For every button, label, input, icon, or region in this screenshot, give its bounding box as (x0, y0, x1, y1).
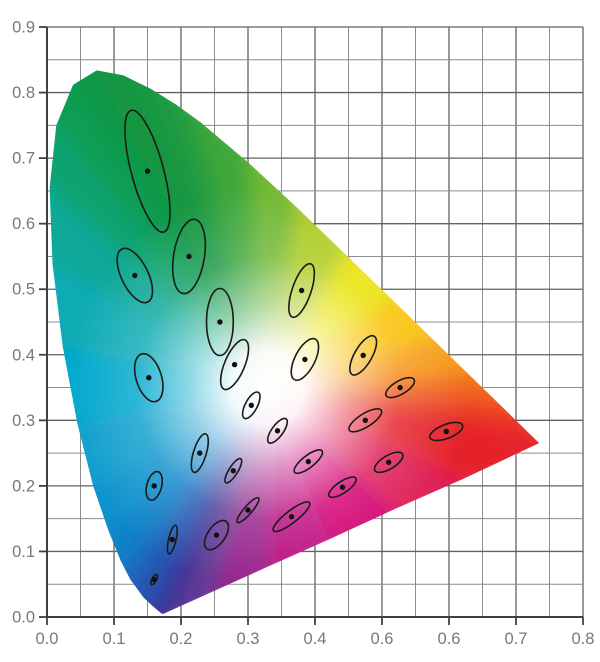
ellipse-outline (236, 496, 260, 524)
ellipse-outline (171, 218, 207, 295)
y-tick-label: 0.3 (12, 412, 35, 430)
ellipse-center-dot (151, 483, 157, 489)
macadam-ellipse (348, 408, 383, 433)
ellipse-outline (272, 501, 311, 533)
ellipse-outline (190, 432, 210, 474)
ellipse-outline (384, 376, 416, 399)
ellipse-center-dot (288, 514, 295, 520)
macadam-ellipse (203, 519, 230, 551)
axes: 0.0 0.1 0.2 0.3 0.4 0.5 0.6 0.7 0.8 0.9 0.0 0.1 0.2 0… (12, 19, 594, 649)
ellipse-outline (116, 247, 154, 304)
ellipse-center-dot (360, 352, 366, 359)
macadam-ellipse (349, 334, 378, 376)
ellipse-center-dot (248, 402, 255, 408)
ellipse-center-dot (231, 361, 238, 368)
ellipse-center-dot (144, 168, 151, 174)
macadam-ellipse (150, 573, 159, 586)
ellipse-outline (293, 449, 324, 475)
ellipse-center-dot (132, 272, 138, 279)
ellipse-outline (241, 391, 261, 420)
ellipse-outline (203, 519, 230, 551)
y-tick-label: 0.6 (12, 215, 35, 233)
ellipse-outline (349, 334, 378, 376)
ellipse-center-dot (274, 428, 281, 434)
y-tick-label: 0.2 (12, 477, 35, 495)
ellipse-center-dot (305, 458, 311, 465)
macadam-ellipse (166, 524, 178, 555)
x-tick-label: 0.3 (237, 630, 260, 648)
ellipse-center-dot (362, 417, 368, 423)
y-tick-label: 0.7 (12, 150, 35, 168)
ellipse-outline (348, 408, 383, 433)
ellipse-outline (288, 262, 316, 319)
macadam-ellipse (124, 109, 171, 233)
ellipse-outline (219, 338, 250, 391)
macadam-ellipse (429, 421, 464, 442)
x-tick-label: 0.7 (505, 630, 528, 648)
macadam-ellipse (116, 247, 154, 304)
ellipse-center-dot (245, 507, 251, 513)
ellipse-center-dot (169, 536, 176, 543)
ellipse-center-dot (230, 468, 237, 474)
macadam-ellipse (224, 457, 243, 484)
macadam-ellipse (327, 476, 358, 499)
ellipse-outline (290, 337, 320, 382)
macadam-ellipse (219, 338, 250, 391)
ellipse-center-dot (217, 319, 223, 325)
ellipse-outline (429, 421, 464, 442)
ellipse-center-dot (186, 253, 192, 260)
macadam-ellipse (290, 337, 320, 382)
macadam-ellipse (373, 451, 404, 474)
ellipse-center-dot (302, 356, 308, 363)
y-tick-label: 0.0 (12, 609, 35, 627)
y-tick-label: 0.5 (12, 281, 35, 299)
ellipse-outline (205, 287, 235, 357)
ellipse-outline (145, 470, 164, 502)
ellipse-outline (224, 457, 243, 484)
x-tick-label: 0.2 (170, 630, 193, 648)
x-tick-label: 0.6 (371, 630, 394, 648)
ellipse-center-dot (386, 459, 392, 465)
x-tick-label: 0.6 (438, 630, 461, 648)
y-tick-label: 0.1 (12, 543, 35, 561)
macadam-ellipse (236, 496, 260, 524)
ellipse-center-dot (213, 532, 220, 538)
ellipse-center-dot (397, 384, 403, 391)
y-tick-label: 0.9 (12, 19, 35, 37)
ellipse-outline (166, 524, 178, 555)
x-tick-label: 0.1 (103, 630, 126, 648)
x-tick-label: 0.0 (36, 630, 59, 648)
ellipse-outline (327, 476, 358, 499)
macadam-ellipse (145, 470, 164, 502)
ellipse-center-dot (151, 576, 157, 583)
macadam-ellipse (205, 287, 235, 357)
macadam-ellipse (241, 391, 261, 420)
macadam-ellipse (293, 449, 324, 475)
macadam-ellipses (116, 109, 464, 586)
x-tick-label: 0.4 (304, 630, 327, 648)
ellipse-outline (124, 109, 171, 233)
y-tick-label: 0.4 (12, 346, 35, 364)
x-tick-label: 0.8 (572, 630, 595, 648)
ellipse-center-dot (146, 375, 152, 381)
ellipse-center-dot (197, 450, 203, 456)
macadam-ellipse (266, 417, 289, 444)
ellipse-outline (373, 451, 404, 474)
macadam-ellipse (384, 376, 416, 399)
macadam-ellipse (288, 262, 316, 319)
ellipse-center-dot (298, 287, 305, 294)
ellipse-center-dot (443, 428, 449, 435)
ellipse-outline (133, 352, 164, 403)
ellipse-outline (266, 417, 289, 444)
macadam-ellipse (171, 218, 207, 295)
ellipse-center-dot (339, 484, 346, 490)
macadam-ellipse (190, 432, 210, 474)
macadam-ellipse (272, 501, 311, 533)
macadam-ellipse (133, 352, 164, 403)
y-tick-label: 0.8 (12, 84, 35, 102)
